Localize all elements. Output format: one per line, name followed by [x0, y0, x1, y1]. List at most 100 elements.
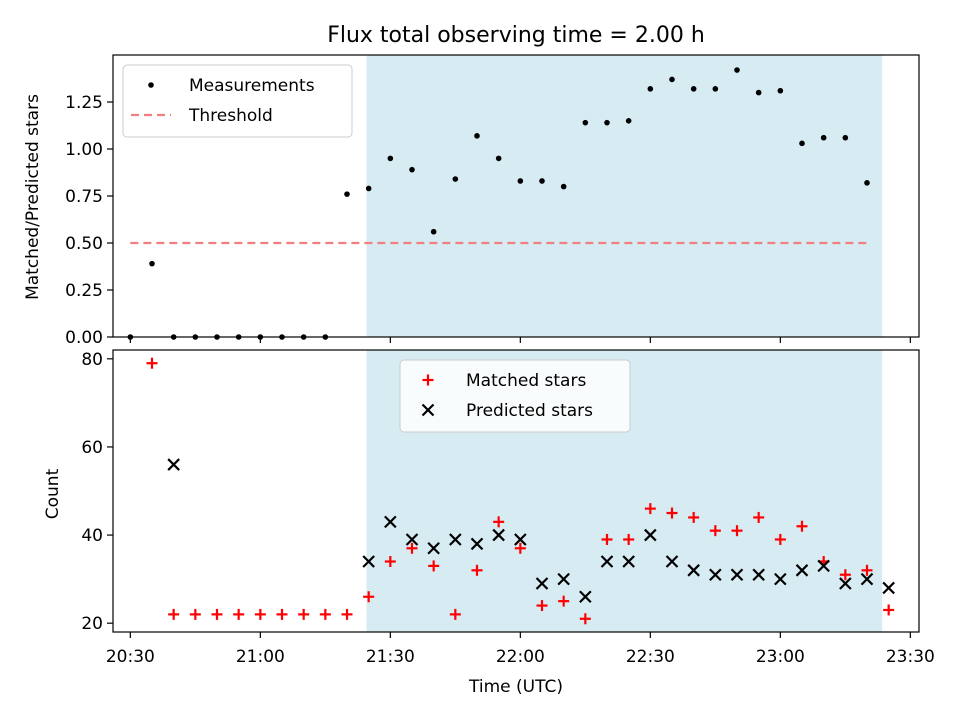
legend-swatch-measurements	[148, 82, 154, 88]
x-tick-label: 21:30	[366, 647, 415, 667]
measurements-point	[409, 166, 415, 173]
measurements-point	[582, 119, 589, 126]
bottom-axes-frame	[112, 349, 920, 633]
predicted-stars-point-b	[492, 528, 505, 542]
measurements-point	[734, 67, 740, 73]
top-legend: Measurements Threshold	[122, 64, 353, 138]
matched-stars-point	[298, 608, 310, 620]
matched-stars-point	[536, 600, 548, 612]
predicted-stars-point-b	[535, 577, 549, 590]
matched-stars-point	[449, 608, 461, 620]
ratio-panel: 0.00 0.25 0.50 0.75 1.00 1.25 Measurements Thre…	[65, 54, 920, 348]
predicted-stars-point	[600, 555, 614, 568]
x-tick-label: 20:30	[106, 647, 155, 667]
predicted-stars-point	[427, 542, 440, 555]
measurements-point	[820, 134, 827, 141]
matched-stars-point	[688, 511, 700, 523]
matched-stars-point	[579, 613, 591, 625]
predicted-stars-point	[557, 572, 570, 586]
matched-stars-point	[493, 516, 505, 528]
x-tick-label: 23:00	[756, 647, 805, 667]
count-panel: 20 40 60 80 20:30 21:00 21:30 22:00 22:30 23:00 23…	[81, 349, 935, 667]
predicted-stars-point-b	[839, 577, 852, 590]
bottom-legend: Matched stars Predicted stars	[399, 359, 631, 433]
predicted-stars-point	[687, 564, 700, 577]
predicted-stars-point-b	[557, 572, 570, 586]
predicted-stars-point	[362, 555, 375, 568]
predicted-stars-point	[882, 581, 895, 595]
predicted-stars-point-b	[774, 572, 787, 586]
predicted-stars-point	[514, 533, 527, 546]
matched-stars-point	[861, 564, 873, 576]
measurements-point	[452, 176, 459, 182]
measurements-point	[799, 140, 805, 147]
matched-stars-point	[276, 608, 288, 620]
measurements-point	[842, 134, 849, 141]
matched-stars-point	[623, 533, 635, 545]
measurements-point	[344, 191, 350, 197]
top-shaded-span	[366, 55, 883, 337]
predicted-stars-point	[839, 577, 852, 590]
predicted-stars-point	[579, 590, 592, 604]
predicted-stars-point	[167, 458, 180, 471]
x-axis-label: Time (UTC)	[468, 677, 563, 697]
matched-stars-point	[753, 511, 765, 523]
measurements-point	[560, 183, 567, 190]
matched-stars-point	[709, 525, 721, 537]
bottom-y-tick-label: 60	[81, 438, 103, 458]
predicted-stars-point-b	[882, 581, 895, 595]
predicted-stars-point	[449, 533, 462, 546]
matched-stars-point	[731, 525, 743, 537]
predicted-stars-point-b	[795, 564, 809, 577]
matched-stars-point	[428, 560, 440, 572]
matched-stars-point	[168, 608, 180, 620]
predicted-stars-point-b	[860, 572, 874, 586]
matched-stars-point	[601, 533, 613, 545]
matched-stars-point	[363, 591, 375, 603]
measurements-point	[690, 86, 697, 92]
legend-label-measurements: Measurements	[189, 76, 315, 96]
legend-label-predicted-stars: Predicted stars	[466, 401, 593, 421]
predicted-stars-point	[384, 515, 397, 529]
predicted-stars-point-b	[687, 564, 700, 577]
matched-stars-point	[189, 608, 201, 620]
measurements-point	[365, 185, 372, 192]
predicted-stars-point-b	[644, 528, 657, 542]
predicted-stars-point-b	[470, 537, 484, 551]
legend-swatch-predicted-stars	[421, 403, 435, 417]
measurements-point	[387, 155, 394, 162]
matched-stars-point	[644, 503, 656, 515]
predicted-stars-point-b	[709, 568, 722, 581]
predicted-stars-point	[730, 568, 744, 581]
predicted-stars-point	[405, 533, 419, 546]
predicted-stars-point-b	[167, 458, 180, 471]
bottom-legend-box	[399, 359, 631, 433]
measurements-point	[647, 86, 654, 92]
predicted-stars-point	[665, 555, 679, 568]
matched-stars-point	[341, 608, 353, 620]
measurements-point	[625, 118, 632, 124]
predicted-stars-point	[817, 559, 830, 573]
bottom-y-tick-label: 20	[81, 614, 103, 634]
measurements-point	[604, 119, 610, 126]
predicted-stars-point-b	[752, 568, 765, 581]
measurements-point	[430, 228, 437, 235]
measurements-point	[149, 260, 155, 267]
measurements-point	[864, 180, 870, 186]
legend-swatch-matched-stars	[422, 374, 434, 386]
predicted-stars-point-b	[427, 542, 440, 555]
predicted-stars-point	[470, 537, 484, 551]
predicted-stars-point	[535, 577, 549, 590]
predicted-stars-point	[752, 568, 765, 581]
top-y-tick-label: 0.75	[65, 187, 103, 207]
predicted-stars-point-b	[449, 533, 462, 546]
predicted-stars-point-b	[514, 533, 527, 546]
matched-stars-point	[883, 604, 895, 616]
predicted-stars-point	[492, 528, 505, 542]
matched-stars-point	[471, 564, 483, 576]
measurements-point	[474, 133, 480, 139]
matched-stars-point	[319, 608, 331, 620]
predicted-stars-point-b	[600, 555, 614, 568]
top-y-tick-label: 0.50	[65, 234, 103, 254]
matched-stars-point	[384, 556, 396, 567]
